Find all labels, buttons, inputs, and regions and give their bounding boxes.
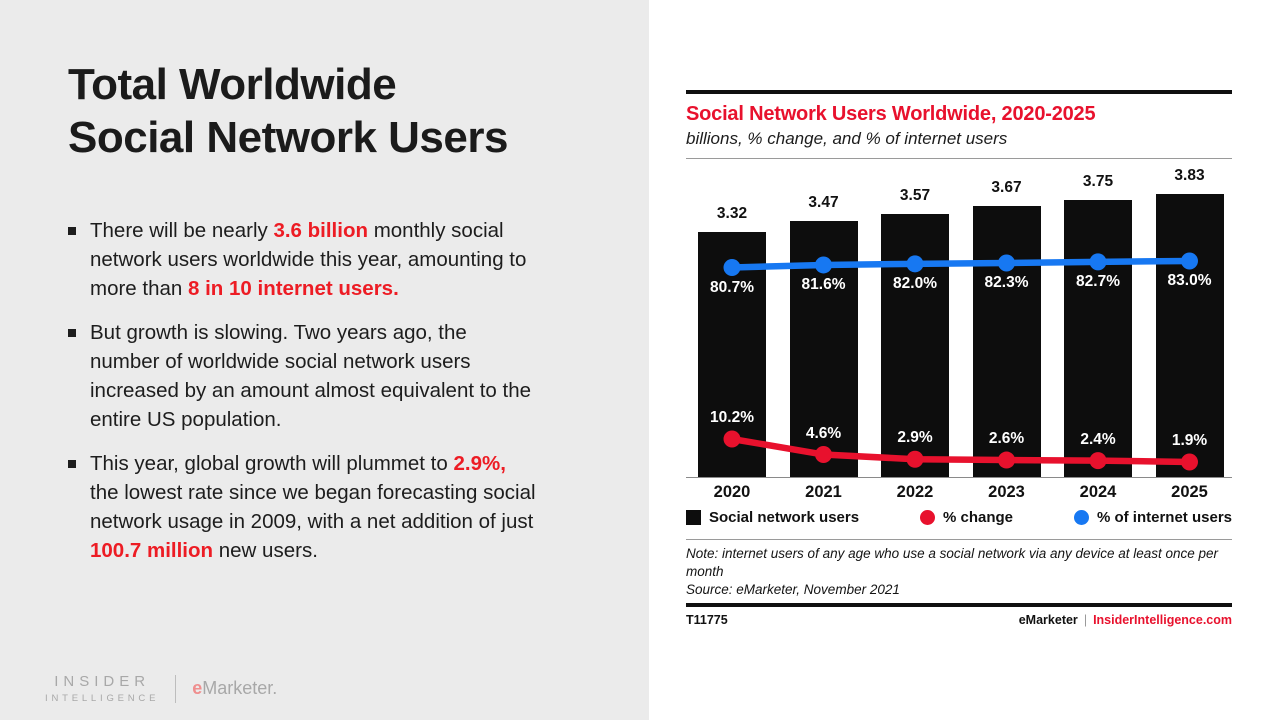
bullet-segment: 2.9%, xyxy=(453,452,506,475)
source-text: Source: eMarketer, November 2021 xyxy=(686,582,900,597)
bar xyxy=(698,232,766,477)
footer-emarketer: eMarketer xyxy=(1018,613,1078,627)
bullet-list: There will be nearly 3.6 billion monthly… xyxy=(68,216,554,580)
bar-value-label: 3.67 xyxy=(991,179,1022,196)
bullet-segment: But growth is slowing. Two years ago, th… xyxy=(90,321,532,431)
emarketer-wordmark: eMarketer. xyxy=(192,678,277,699)
internet-users-pct-label: 83.0% xyxy=(1167,272,1212,289)
x-axis-labels: 2020 2021 2022 2023 2024 2025 xyxy=(686,478,1232,505)
bullet-marker xyxy=(68,460,76,468)
insider-intelligence-wordmark: INSIDER INTELLIGENCE xyxy=(45,673,159,704)
left-panel: Total Worldwide Social Network Users The… xyxy=(0,0,649,720)
bullet-segment: 3.6 billion xyxy=(273,219,368,242)
legend-item-pct-internet-users: % of internet users xyxy=(1073,509,1232,526)
year-label: 2024 xyxy=(1079,483,1117,501)
year-label: 2025 xyxy=(1171,483,1208,501)
chart-top-rule xyxy=(686,90,1232,94)
legend-label: Social network users xyxy=(709,509,860,526)
note-text: Note: internet users of any age who use … xyxy=(686,546,1219,579)
legend-item-social-network-users: Social network users xyxy=(686,509,859,526)
pct-change-label: 2.9% xyxy=(897,429,933,447)
bullet-item: This year, global growth will plummet to… xyxy=(68,449,554,565)
internet-users-pct-label: 82.7% xyxy=(1076,272,1120,290)
chart-id: T11775 xyxy=(686,613,728,627)
legend-label: % change xyxy=(943,509,1014,526)
pct-change-label: 1.9% xyxy=(1171,432,1208,449)
footer-separator: | xyxy=(1083,613,1088,627)
pct-change-label: 4.6% xyxy=(805,424,842,442)
internet-users-pct-label: 82.0% xyxy=(893,274,937,292)
year-label: 2020 xyxy=(713,483,751,501)
pct-change-label: 10.2% xyxy=(710,409,754,426)
footer-branding: eMarketer | InsiderIntelligence.com xyxy=(1019,613,1232,627)
logo-insider-text: INSIDER xyxy=(54,673,151,690)
legend-swatch-blue-dot-icon xyxy=(1073,510,1089,525)
bullet-text: But growth is slowing. Two years ago, th… xyxy=(90,318,540,434)
page-title-line-1: Total Worldwide xyxy=(68,60,397,109)
bar-value-label: 3.32 xyxy=(716,205,748,222)
bar-value-label: 3.75 xyxy=(1082,173,1114,190)
insider-intelligence-emarketer-logo: INSIDER INTELLIGENCE eMarketer. xyxy=(45,673,277,704)
bullet-segment: the lowest rate since we began forecasti… xyxy=(90,481,536,533)
year-label: 2021 xyxy=(805,483,842,501)
bullet-segment: new users. xyxy=(213,539,318,562)
footer-rule xyxy=(686,603,1232,607)
bullet-segment: 8 in 10 internet users. xyxy=(188,277,399,300)
internet-users-pct-label: 80.7% xyxy=(710,278,754,296)
chart-subtitle-rule xyxy=(686,158,1232,159)
legend-item-pct-change: % change xyxy=(920,509,1013,526)
chart-footer: T11775 eMarketer | InsiderIntelligence.com xyxy=(686,613,1232,627)
internet-users-pct-label: 82.3% xyxy=(984,273,1029,291)
chart-note: Note: internet users of any age who use … xyxy=(686,545,1232,599)
page-title-line-2: Social Network Users xyxy=(68,113,508,162)
legend-swatch-bar-icon xyxy=(686,510,701,525)
bullet-item: There will be nearly 3.6 billion monthly… xyxy=(68,216,554,303)
bullet-text: There will be nearly 3.6 billion monthly… xyxy=(90,216,540,303)
bullet-segment: monthly social network users worldwide t… xyxy=(90,219,527,300)
footer-site-url: InsiderIntelligence.com xyxy=(1093,613,1232,627)
emarketer-e: e xyxy=(192,678,203,698)
internet-users-pct-label: 81.6% xyxy=(801,275,846,293)
emarketer-rest: Marketer. xyxy=(202,678,278,698)
bar xyxy=(1155,194,1224,477)
logo-intelligence-text: INTELLIGENCE xyxy=(45,693,160,704)
bullet-marker xyxy=(68,227,76,235)
bar-value-label: 3.83 xyxy=(1174,167,1205,184)
bullet-segment: This year, global growth will plummet to xyxy=(90,452,454,475)
bar-value-label: 3.57 xyxy=(899,187,931,204)
legend-label: % of internet users xyxy=(1096,509,1232,526)
page-title: Total Worldwide Social Network Users xyxy=(68,58,508,164)
bullet-text: This year, global growth will plummet to… xyxy=(90,449,540,565)
chart-legend: Social network users % change % of inter… xyxy=(686,509,1232,526)
legend-swatch-red-dot-icon xyxy=(920,510,935,525)
chart-card: Social Network Users Worldwide, 2020-202… xyxy=(686,0,1232,627)
bar xyxy=(1064,200,1132,477)
pct-change-label: 2.4% xyxy=(1080,430,1116,448)
logo-divider xyxy=(175,674,177,703)
chart-subtitle: billions, % change, and % of internet us… xyxy=(686,129,1008,148)
bullet-segment: There will be nearly xyxy=(90,219,274,242)
bullet-segment: 100.7 million xyxy=(90,539,214,562)
bar xyxy=(972,206,1041,477)
pct-change-label: 2.6% xyxy=(988,430,1025,448)
bullet-marker xyxy=(68,329,76,337)
plot-area: 3.32 3.47 3.57 3.67 3.75 3.83 80.7% 81.6% 82.0% 8… xyxy=(686,159,1232,478)
right-panel: Social Network Users Worldwide, 2020-202… xyxy=(649,0,1280,720)
chart-title: Social Network Users Worldwide, 2020-202… xyxy=(686,103,1096,125)
year-label: 2022 xyxy=(896,483,934,501)
bullet-item: But growth is slowing. Two years ago, th… xyxy=(68,318,554,434)
bar-value-label: 3.47 xyxy=(808,194,839,211)
chart-lines xyxy=(723,252,1198,471)
note-rule xyxy=(686,539,1232,540)
year-label: 2023 xyxy=(988,483,1025,501)
